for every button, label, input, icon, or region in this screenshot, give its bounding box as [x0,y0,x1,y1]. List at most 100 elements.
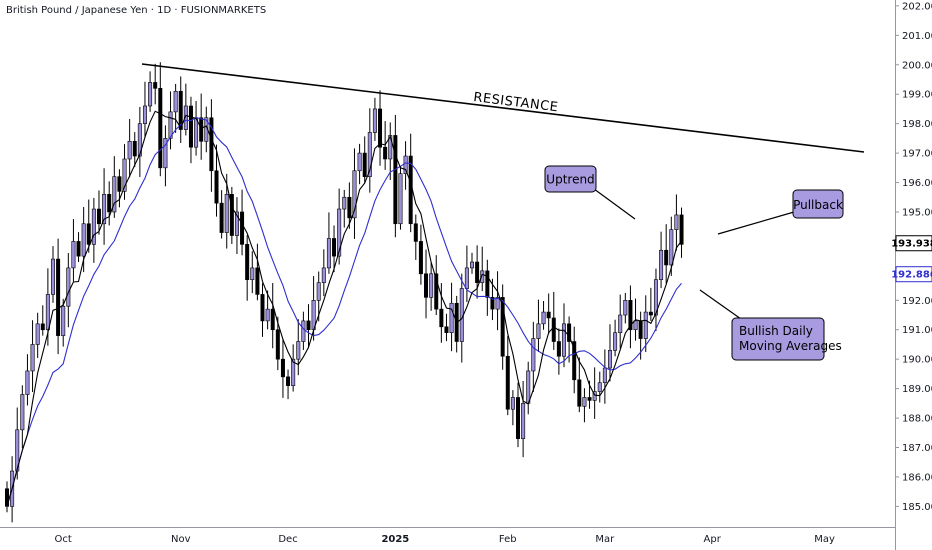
candle-bearish [76,241,81,257]
candle-bearish [383,146,388,160]
candle-bullish [659,249,664,280]
candle-bullish [163,138,168,169]
candle-bearish [306,320,311,331]
candle-bearish [240,211,245,245]
candle-bullish [25,370,30,395]
candle-bullish [296,341,301,360]
candle-bullish [224,194,229,233]
candle-bearish [362,152,367,177]
candle-bullish [357,152,362,172]
y-tick-label: 191.000 [902,325,932,336]
y-tick-label: 196.000 [902,178,932,189]
y-tick-label: 187.000 [902,443,932,454]
candle-bearish [444,326,449,333]
candle-bullish [234,211,239,236]
candle-bullish [352,170,357,219]
candle-bullish [194,117,199,148]
candle-bullish [326,238,331,269]
candle-bearish [40,323,45,331]
candle-bullish [521,403,526,439]
candle-bullish [265,308,270,322]
candle-bullish [602,367,607,384]
candle-bearish [577,379,582,407]
x-tick-label: Apr [704,534,722,545]
pullback-callout-box[interactable] [792,189,844,219]
ma-price-tag-label: 192.886 [891,270,932,281]
bullish-ma-callout-line2: Moving Averages [739,339,842,353]
candle-bullish [71,241,76,269]
x-tick-label: Feb [499,534,517,545]
candle-bullish [429,273,434,298]
candle-bearish [107,194,112,213]
candle-bullish [480,270,485,283]
candle-bullish [66,267,71,307]
candles-layer [5,62,684,523]
moving-averages-layer [6,110,682,507]
fast-moving-average-line [6,110,682,507]
candle-bullish [122,158,127,192]
candle-bullish [20,394,25,431]
candle-bullish [449,302,454,333]
candle-bullish [653,279,658,316]
candle-bullish [291,358,296,386]
candle-bullish [148,82,153,107]
candle-bearish [475,261,480,283]
candle-bullish [643,311,648,339]
candle-bearish [556,341,561,357]
candle-bearish [408,155,413,225]
candle-bullish [623,300,628,316]
candle-bullish [168,111,173,139]
candle-bearish [280,358,285,378]
x-axis[interactable]: Oct Nov Dec 2025 Feb Mar Apr May [55,534,835,545]
uptrend-callout-label: Uptrend [546,173,594,187]
candle-bearish [219,202,224,233]
candle-bullish [30,344,35,372]
candle-bearish [485,270,490,298]
y-tick-label: 201.000 [902,31,932,42]
x-tick-label: 2025 [381,534,409,545]
bullish-ma-callout-line1: Bullish Daily [739,324,813,338]
candle-bearish [214,170,219,204]
candle-bullish [464,267,469,289]
candle-bullish [102,194,107,225]
bullish-ma-callout-box[interactable] [731,317,825,361]
candle-bearish [648,311,653,316]
candle-bullish [607,350,612,369]
candle-bullish [91,208,96,245]
candle-bearish [490,297,495,310]
candle-bullish [137,123,142,157]
candle-bullish [618,314,623,333]
slow-moving-average-line [6,116,682,507]
candle-bearish [86,223,91,245]
candle-bullish [127,141,132,160]
last-price-tag-box [895,235,932,252]
candle-bearish [275,329,280,360]
candle-bearish [638,320,643,339]
candle-bullish [592,391,597,401]
candle-bearish [628,300,633,331]
candle-bullish [35,323,40,345]
resistance-trendline[interactable] [141,63,865,153]
candle-bearish [679,214,684,245]
candle-bearish [500,297,505,357]
candle-bullish [250,267,255,280]
candle-bearish [551,317,556,342]
candle-bearish [270,308,275,331]
y-tick-label: 195.000 [902,207,932,218]
candle-bullish [81,223,86,257]
candle-bullish [50,258,55,295]
candle-bearish [255,267,260,295]
candle-bearish [117,176,122,192]
candle-bullish [316,282,321,301]
x-tick-label: Nov [171,534,191,545]
candle-bullish [301,320,306,342]
candle-bearish [199,117,204,142]
candle-bearish [378,108,383,148]
uptrend-pointer [589,185,636,220]
candle-bullish [367,132,372,177]
uptrend-callout-box[interactable] [544,165,597,193]
y-tick-label: 192.000 [902,296,932,307]
pullback-callout-label: Pullback [793,198,843,212]
last-price-tag-label: 193.938 [891,239,932,250]
